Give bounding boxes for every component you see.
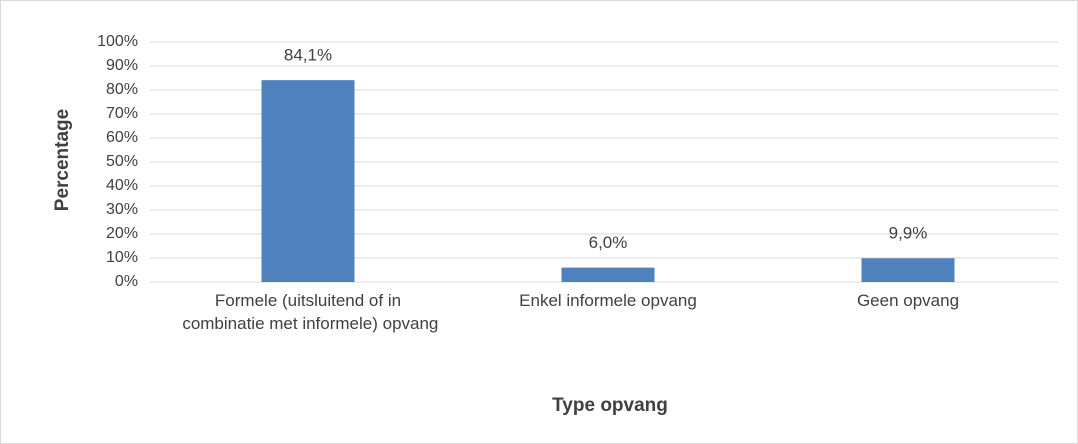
y-axis-title: Percentage xyxy=(52,109,73,211)
y-tick-label: 90% xyxy=(106,57,138,74)
y-tick-label: 50% xyxy=(106,153,138,170)
bar xyxy=(561,267,655,282)
y-tick-label: 70% xyxy=(106,105,138,122)
y-tick-label: 0% xyxy=(115,273,138,290)
x-axis-title: Type opvang xyxy=(552,395,668,416)
y-tick-label: 40% xyxy=(106,177,138,194)
data-label: 6,0% xyxy=(589,233,628,252)
y-tick-label: 10% xyxy=(106,249,138,266)
y-tick-label: 30% xyxy=(106,201,138,218)
y-tick-label: 20% xyxy=(106,225,138,242)
data-label: 9,9% xyxy=(889,224,928,243)
y-tick-label: 100% xyxy=(97,33,138,50)
data-label: 84,1% xyxy=(284,46,332,65)
y-tick-label: 80% xyxy=(106,81,138,98)
bar xyxy=(861,258,955,282)
bar xyxy=(261,80,355,282)
x-tick-label: Geen opvang xyxy=(857,291,959,310)
x-tick-label: Enkel informele opvang xyxy=(519,291,697,310)
y-tick-label: 60% xyxy=(106,129,138,146)
x-tick-label: Formele (uitsluitend of in combinatie me… xyxy=(178,291,439,333)
